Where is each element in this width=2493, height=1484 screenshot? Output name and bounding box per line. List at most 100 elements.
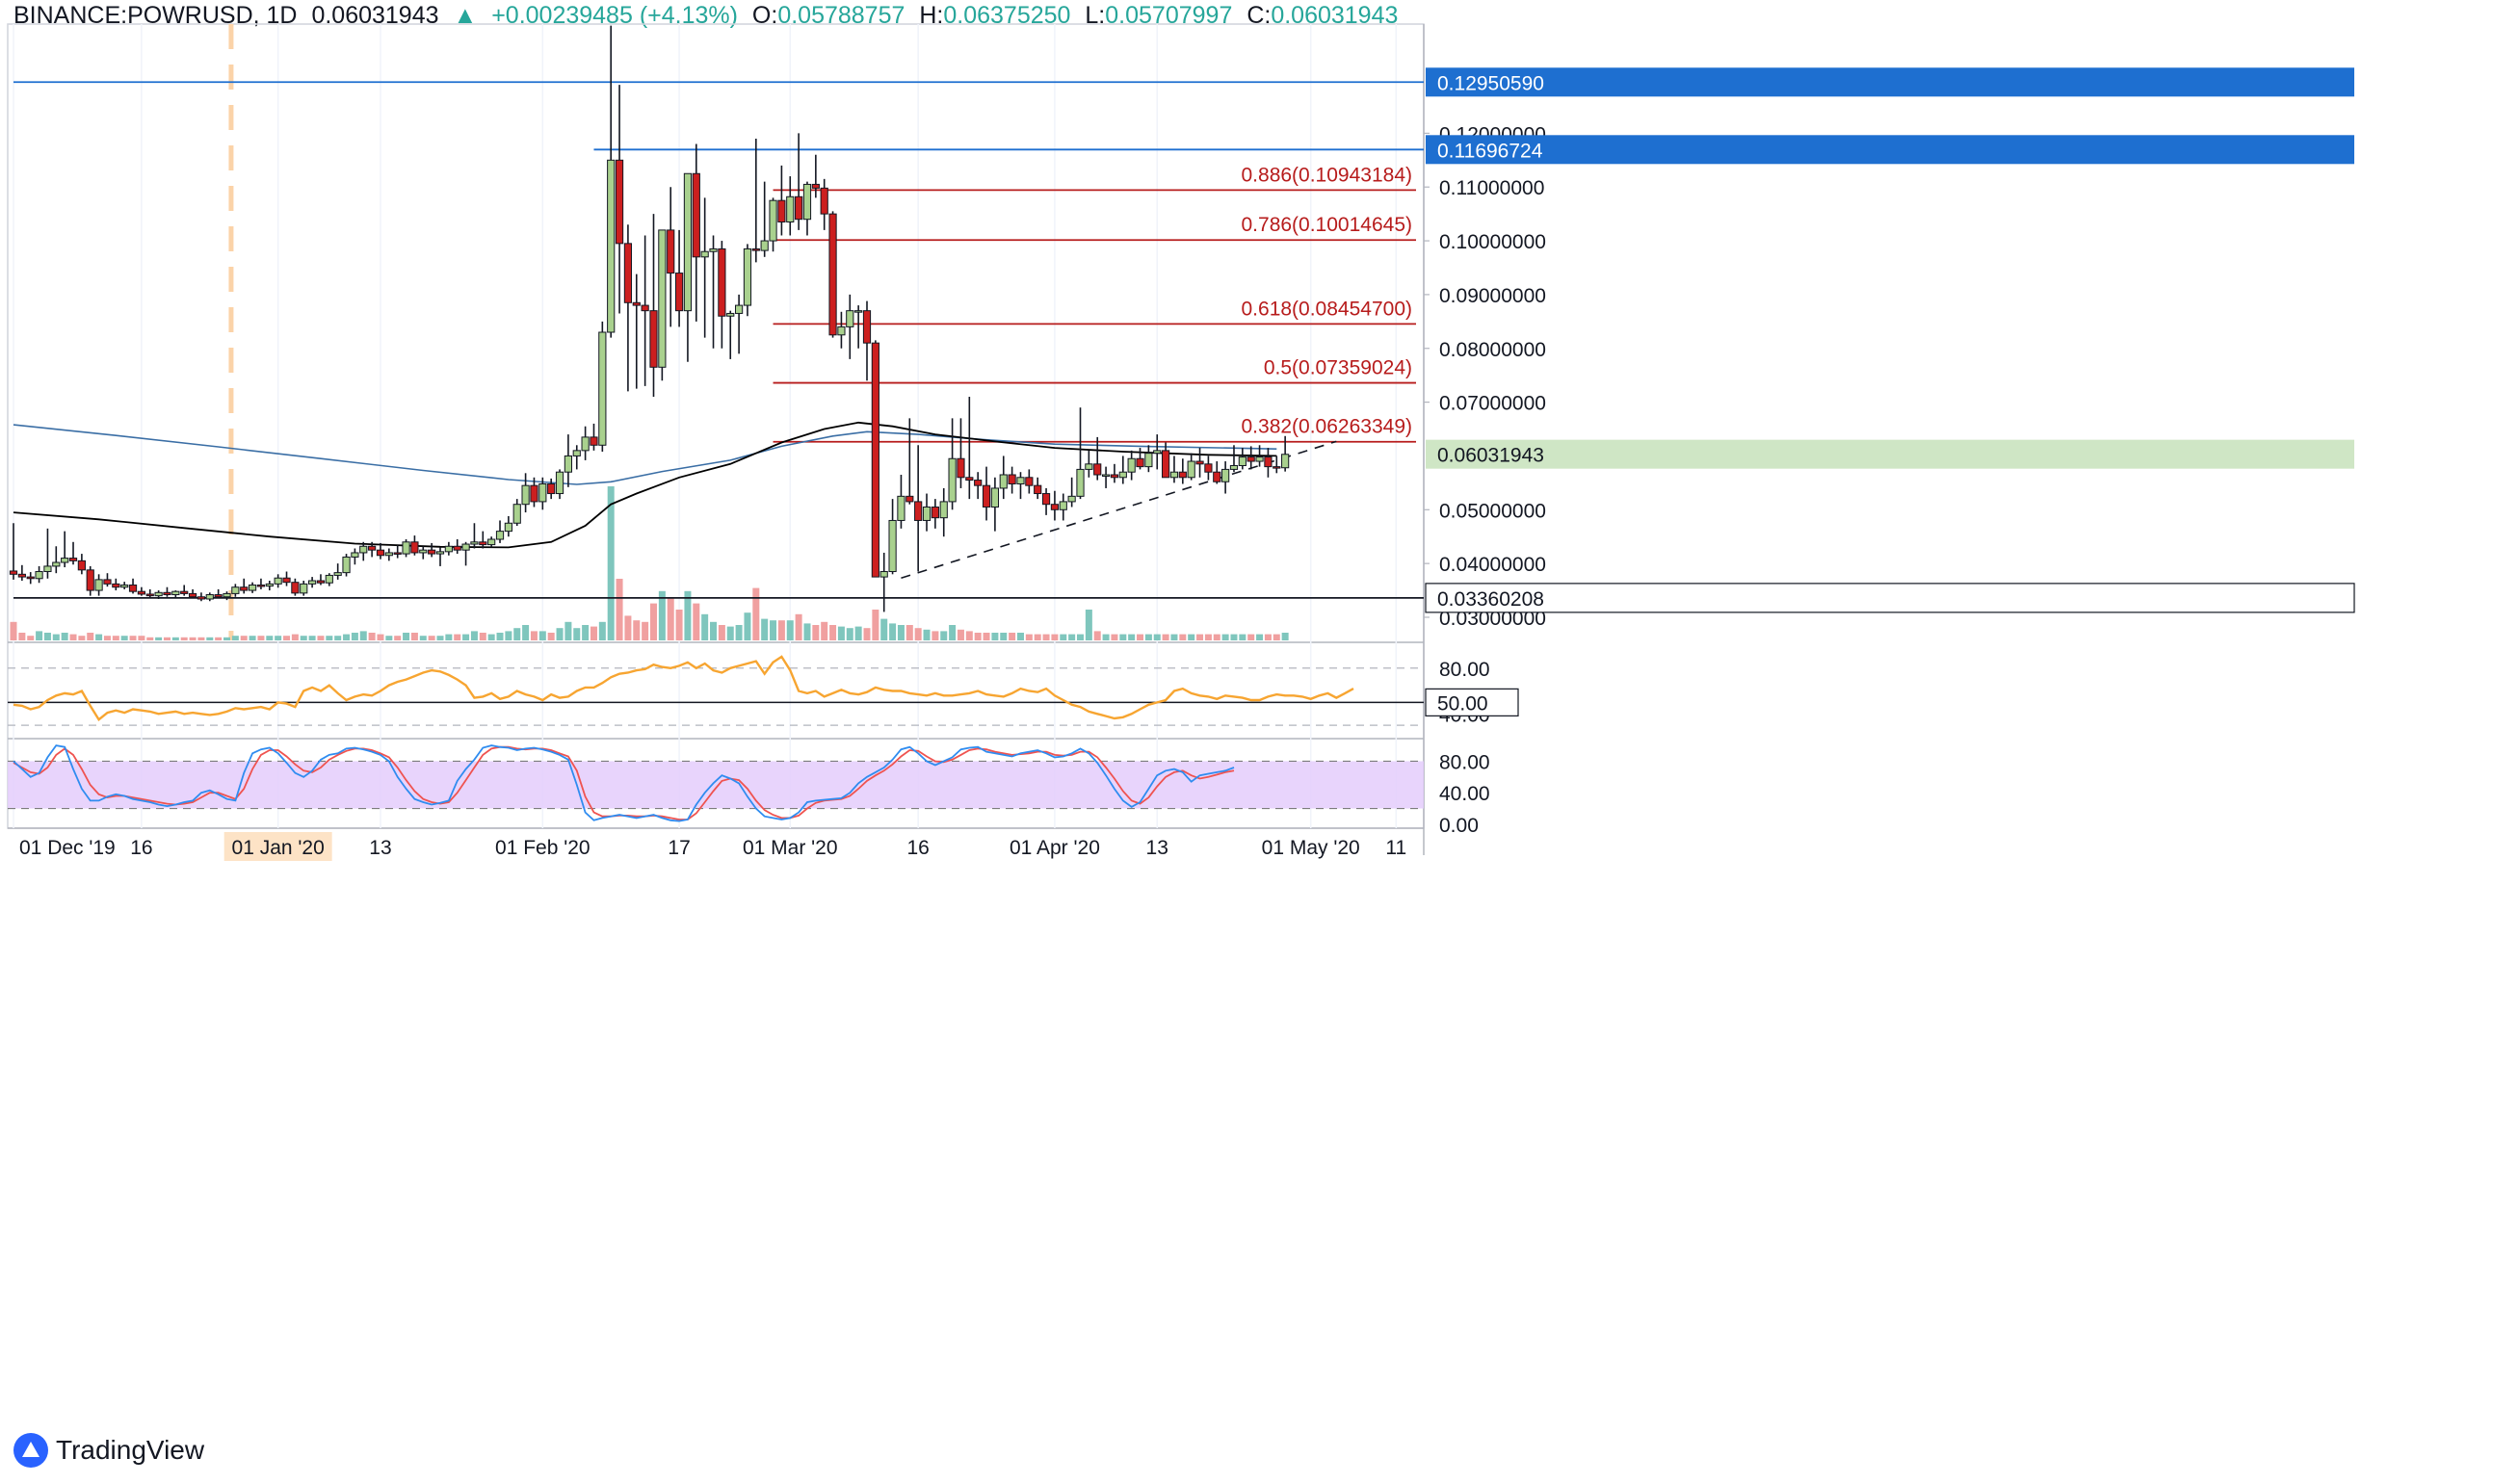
candle-body <box>735 304 744 314</box>
volume-bar <box>385 636 393 640</box>
candle <box>428 542 436 558</box>
candle-body <box>282 577 291 584</box>
volume-bar <box>487 634 495 640</box>
candle <box>223 591 231 601</box>
volume-bar <box>667 597 674 640</box>
volume-bar <box>470 631 478 640</box>
plot-border <box>7 23 1425 829</box>
candle-body <box>1025 477 1034 486</box>
candle-body <box>641 304 649 312</box>
volume-bar <box>291 634 299 640</box>
candle-body <box>435 551 445 555</box>
candle-body <box>444 545 453 553</box>
volume-bar <box>786 620 794 640</box>
candle <box>811 154 820 198</box>
candle <box>171 590 180 599</box>
candle-body <box>854 310 863 313</box>
volume-bar <box>1239 634 1246 640</box>
volume-bar <box>538 631 546 640</box>
candle <box>1127 450 1136 481</box>
volume-bar <box>129 636 137 640</box>
volume-bar <box>949 625 957 640</box>
volume-bar <box>163 637 171 640</box>
candle-body <box>453 545 461 551</box>
volume-bar <box>718 625 725 640</box>
candle <box>641 235 649 386</box>
candle-body <box>1118 471 1127 479</box>
candle-body <box>837 325 846 336</box>
candle <box>1204 456 1213 481</box>
volume-bar <box>368 633 376 640</box>
candle <box>180 585 189 596</box>
candle-body <box>308 580 317 585</box>
candle <box>248 582 257 593</box>
tradingview-logo-icon <box>13 1433 48 1468</box>
candle <box>265 581 274 591</box>
volume-bar <box>590 626 597 640</box>
volume-bar <box>103 636 111 640</box>
candle-body <box>1255 456 1264 462</box>
volume-bar <box>240 636 248 640</box>
volume-bar <box>863 628 871 640</box>
candle <box>402 539 410 558</box>
volume-bar <box>61 633 68 640</box>
volume-bar <box>454 634 461 640</box>
candle-body <box>1187 460 1195 479</box>
volume-bar <box>257 636 265 640</box>
candle-body <box>658 229 667 368</box>
volume-bar <box>693 603 700 640</box>
candle-body <box>828 213 837 336</box>
volume-bar <box>180 637 188 640</box>
candle <box>897 474 905 529</box>
candle <box>359 541 368 561</box>
candle-body <box>965 477 974 482</box>
volume-bar <box>675 610 683 640</box>
candle-body <box>240 586 249 591</box>
candle <box>1085 450 1093 478</box>
candle <box>990 477 1000 532</box>
volume-bar <box>1051 634 1059 640</box>
candle-body <box>291 582 300 594</box>
stoch-k-line <box>13 744 1235 822</box>
candle-body <box>700 250 709 258</box>
candle <box>256 578 266 589</box>
candle <box>128 578 138 594</box>
candle-body <box>504 522 512 533</box>
candle <box>410 535 419 556</box>
candle-body <box>1246 456 1255 462</box>
volume-bar <box>377 634 384 640</box>
candle-body <box>9 570 18 575</box>
candle <box>435 547 445 566</box>
candle <box>914 445 923 572</box>
volume-bar <box>983 633 990 640</box>
candle <box>274 574 282 588</box>
volume-bar <box>1213 634 1220 640</box>
tradingview-logo[interactable]: TradingView <box>13 1433 204 1468</box>
candle <box>1187 453 1195 481</box>
candle <box>1213 461 1221 484</box>
candle <box>163 586 171 597</box>
candle <box>820 178 828 230</box>
candle <box>419 546 428 560</box>
candle <box>1110 463 1119 483</box>
candle-body <box>1034 484 1042 495</box>
volume-bar <box>120 636 128 640</box>
candle-body <box>231 586 240 594</box>
candle <box>709 235 718 349</box>
candle-body <box>26 576 35 580</box>
volume-bar <box>27 636 35 640</box>
candle <box>368 541 377 558</box>
candle <box>308 577 317 588</box>
candle <box>939 487 948 537</box>
candle <box>205 592 214 602</box>
volume-bar <box>10 621 17 640</box>
candle <box>555 469 564 500</box>
volume-bar <box>701 613 709 640</box>
candle-body <box>649 310 658 368</box>
candle <box>786 176 795 236</box>
candle-body <box>17 573 26 578</box>
volume-bar <box>112 636 119 640</box>
fib-label-0: 0.886(0.10943184) <box>1242 164 1413 186</box>
